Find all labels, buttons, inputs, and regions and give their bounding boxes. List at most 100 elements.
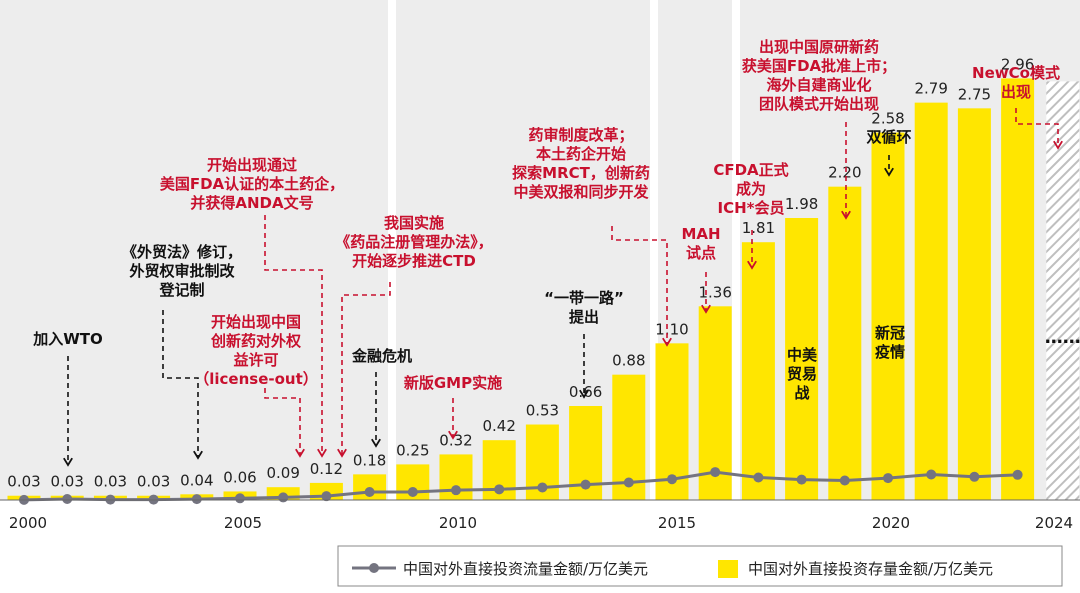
annotation-belt-road: “一带一路”提出 — [544, 289, 624, 326]
stock-bar — [655, 343, 689, 500]
stock-value-label: 0.03 — [7, 473, 40, 491]
stock-value-label: 0.32 — [439, 431, 472, 449]
annotation-foreign-trade-law: 《外贸法》修订，外贸权审批制改登记制 — [122, 243, 242, 299]
stock-bar — [1001, 78, 1035, 500]
flow-point — [537, 482, 548, 493]
annotation-line: 并获得ANDA文号 — [190, 194, 313, 212]
arrow-head — [701, 304, 711, 314]
arrow-head — [747, 260, 757, 270]
annotation-line: 出现中国原研新药 — [759, 38, 879, 56]
annotation-line: 双循环 — [866, 128, 911, 146]
stock-value-label: 1.81 — [742, 219, 775, 237]
annotation-wto: 加入WTO — [32, 330, 103, 348]
annotation-line: 金融危机 — [351, 347, 412, 365]
annotation-newco: NewCo模式出现 — [972, 64, 1060, 101]
leader-line — [162, 310, 199, 458]
flow-point — [191, 494, 202, 505]
flow-point — [710, 467, 721, 478]
stock-value-label: 0.42 — [482, 417, 515, 435]
x-tick-label: 2015 — [658, 514, 696, 532]
arrow-head — [448, 430, 458, 440]
stock-value-label: 0.06 — [223, 468, 256, 486]
stock-value-label: 0.12 — [310, 460, 343, 478]
annotation-drug-reg: 我国实施《药品注册管理办法》，开始逐步推进CTD — [335, 214, 493, 270]
stock-value-label: 1.10 — [655, 320, 688, 338]
annotation-line: ICH*会员 — [718, 199, 785, 217]
annotation-line: 开始逐步推进CTD — [352, 252, 476, 270]
annotation-line: 探索MRCT，创新药 — [512, 164, 650, 182]
flow-point — [753, 472, 764, 483]
annotation-original-drug: 出现中国原研新药获美国FDA批准上市；海外自建商业化团队模式开始出现 — [742, 38, 896, 113]
flow-point — [494, 484, 505, 495]
annotation-line: 开始出现中国 — [211, 313, 301, 331]
annotation-trade-war: 中美贸易战 — [787, 346, 818, 402]
x-tick-label: 2000 — [9, 514, 47, 532]
annotation-dual-circ: 双循环 — [866, 128, 911, 146]
annotation-line: NewCo模式 — [972, 64, 1060, 82]
x-tick-label: 2024 — [1035, 514, 1073, 532]
stock-value-label: 0.09 — [266, 464, 299, 482]
annotation-line: 益许可 — [233, 351, 278, 369]
annotation-line: 出现 — [1001, 83, 1031, 101]
annotation-line: 美国FDA认证的本土药企， — [160, 175, 344, 193]
arrow-head — [63, 457, 73, 467]
annotation-financial-crisis: 金融危机 — [351, 347, 412, 365]
annotation-mah: MAH 试点 — [681, 225, 720, 262]
flow-point — [235, 493, 245, 504]
arrow-head — [841, 210, 851, 220]
flow-point — [451, 485, 461, 496]
leader-line — [611, 226, 668, 345]
annotation-line: 《外贸法》修订， — [122, 243, 242, 261]
flow-point — [796, 474, 807, 485]
stock-bar — [914, 102, 948, 501]
arrow-head — [884, 167, 894, 177]
era-panel — [396, 0, 650, 500]
arrow-head — [317, 448, 327, 458]
flow-point — [580, 479, 591, 490]
annotation-line: “一带一路” — [544, 289, 624, 307]
flow-point — [667, 474, 677, 485]
arrow-head — [371, 438, 381, 448]
leader-line — [264, 215, 323, 456]
annotation-line: 中美 — [787, 346, 818, 364]
annotation-line: 创新药对外权 — [210, 332, 302, 350]
legend: 中国对外直接投资流量金额/万亿美元 中国对外直接投资存量金额/万亿美元 — [337, 545, 1063, 587]
stock-value-label: 0.03 — [94, 473, 127, 491]
annotation-line: 外贸权审批制改 — [128, 262, 235, 280]
annotation-line: （license-out） — [194, 370, 318, 388]
legend-stock-swatch — [718, 560, 738, 578]
x-tick-label: 2005 — [224, 514, 262, 532]
annotation-line: 中美双报和同步开发 — [513, 183, 649, 201]
annotation-cfda-ich: CFDA正式成为 ICH*会员 — [713, 161, 788, 217]
annotation-line: 战 — [794, 384, 809, 402]
x-tick-label: 2010 — [439, 514, 477, 532]
annotation-line: 提出 — [569, 308, 599, 326]
annotation-line: 我国实施 — [384, 214, 444, 232]
stock-value-label: 0.03 — [137, 473, 170, 491]
arrow-head — [1053, 140, 1063, 150]
stock-bar — [828, 186, 862, 500]
legend-box — [337, 545, 1063, 587]
flow-point — [364, 487, 375, 498]
annotation-line: 海外自建商业化 — [766, 76, 871, 94]
forecast-marker: …… — [1045, 327, 1080, 348]
stock-value-label: 2.96 — [1001, 55, 1034, 73]
stock-value-label: 0.03 — [50, 473, 83, 491]
stock-value-label: 2.75 — [958, 85, 991, 103]
annotation-line: 试点 — [686, 244, 716, 262]
stock-value-label: 1.36 — [698, 283, 731, 301]
annotation-line: 新冠 — [875, 324, 905, 342]
annotation-covid: 新冠疫情 — [875, 324, 905, 361]
stock-value-label: 2.79 — [914, 80, 947, 98]
flow-point — [1012, 469, 1023, 480]
annotation-line: 本土药企开始 — [536, 145, 626, 163]
flow-point — [839, 475, 850, 486]
flow-line — [23, 470, 1018, 502]
stock-value-label: 0.18 — [353, 451, 386, 469]
forecast-bar — [1046, 81, 1080, 500]
flow-point — [407, 487, 418, 498]
annotation-line: 开始出现通过 — [207, 156, 297, 174]
flow-point — [969, 471, 980, 482]
flow-point — [926, 469, 937, 480]
annotation-license-out: 开始出现中国创新药对外权益许可（license-out） — [194, 313, 318, 388]
